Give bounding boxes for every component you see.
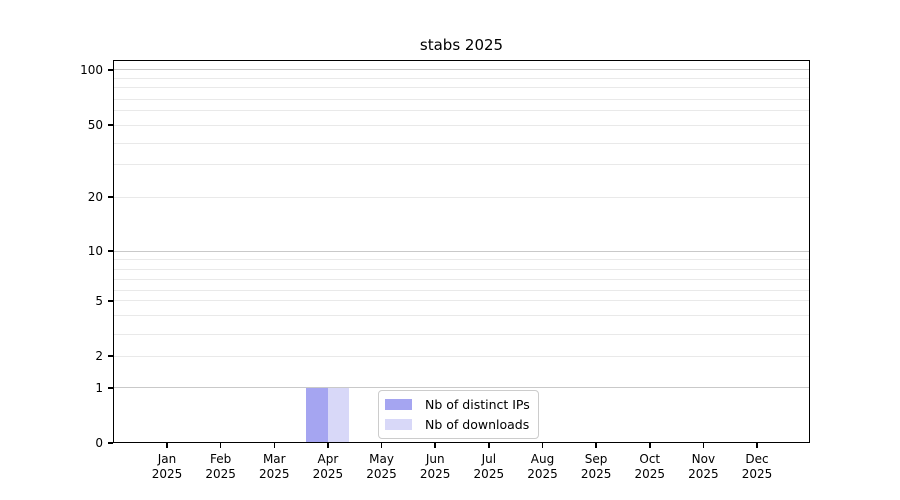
x-axis-tick-label-may: May 2025 [366,452,397,481]
y-tick-mark [108,196,113,198]
chart-title: stabs 2025 [419,36,504,54]
x-tick-mark [434,443,436,448]
y-axis-tick-label: 20 [87,190,103,205]
y-gridline-7 [113,279,810,281]
legend: Nb of distinct IPs Nb of downloads [378,390,539,439]
y-axis-tick-label: 5 [95,293,103,308]
x-axis-tick-label-nov: Nov 2025 [688,452,719,481]
x-axis-tick-label-sep: Sep 2025 [580,452,612,481]
y-axis-tick-label: 0 [95,436,103,450]
legend-entry-downloads: Nb of downloads [385,416,530,433]
y-gridline-20 [113,196,810,198]
y-gridline-30 [113,164,810,166]
x-axis-tick-label-jul: Jul 2025 [473,452,505,481]
y-gridline-10 [113,250,810,252]
x-tick-mark [541,443,544,448]
legend-label-downloads: Nb of downloads [425,417,530,432]
x-tick-mark [380,443,383,448]
x-tick-mark [219,443,222,448]
y-gridline-2 [113,355,810,357]
x-tick-mark [649,443,651,448]
y-tick-mark [108,355,113,357]
x-axis-tick-label-feb: Feb 2025 [205,452,236,481]
y-tick-mark [108,300,113,302]
y-axis-tick-label: 100 [80,62,103,77]
y-gridline-3 [113,334,810,336]
y-tick-mark [108,124,113,126]
y-tick-mark [108,387,113,389]
x-tick-mark [327,443,329,448]
y-gridline-9 [113,258,810,260]
y-axis-tick-label: 50 [87,118,103,133]
x-tick-mark [273,443,276,448]
y-gridline-6 [113,290,810,292]
y-gridline-100 [113,69,810,71]
y-tick-mark [108,69,113,71]
y-gridline-70 [113,98,810,100]
y-gridline-40 [113,142,810,144]
y-axis-tick-label: 1 [95,380,103,395]
x-axis-tick-label-oct: Oct 2025 [634,452,666,481]
x-axis-tick-label-dec: Dec 2025 [741,452,773,481]
legend-swatch-distinct-ips [385,399,412,410]
plot-area: Nb of distinct IPs Nb of downloads [113,60,810,443]
x-axis-tick-label-mar: Mar 2025 [258,452,290,481]
x-axis-tick-label-jan: Jan 2025 [151,452,183,481]
x-axis-tick-label-aug: Aug 2025 [527,452,558,481]
y-gridline-50 [113,124,810,126]
x-tick-mark [488,443,490,448]
y-gridline-60 [113,110,810,112]
y-gridline-8 [113,268,810,270]
legend-swatch-downloads [385,419,412,430]
y-tick-mark [108,250,113,252]
y-gridline-1 [113,387,810,389]
bar-distinct-ips-apr [306,387,328,443]
y-tick-mark [108,442,113,444]
y-axis-tick-label: 10 [87,244,103,259]
x-axis-tick-label-jun: Jun 2025 [419,452,451,481]
y-gridline-4 [113,315,810,317]
y-axis-tick-label: 2 [95,349,103,364]
y-gridline-5 [113,300,810,302]
legend-entry-distinct-ips: Nb of distinct IPs [385,396,530,413]
x-tick-mark [756,443,758,448]
x-tick-mark [702,443,705,448]
x-axis-tick-label-apr: Apr 2025 [312,452,344,481]
y-gridline-90 [113,77,810,79]
legend-label-distinct-ips: Nb of distinct IPs [425,397,530,412]
x-tick-mark [166,443,168,448]
x-tick-mark [595,443,597,448]
y-gridline-80 [113,87,810,89]
bar-downloads-apr [327,387,350,443]
